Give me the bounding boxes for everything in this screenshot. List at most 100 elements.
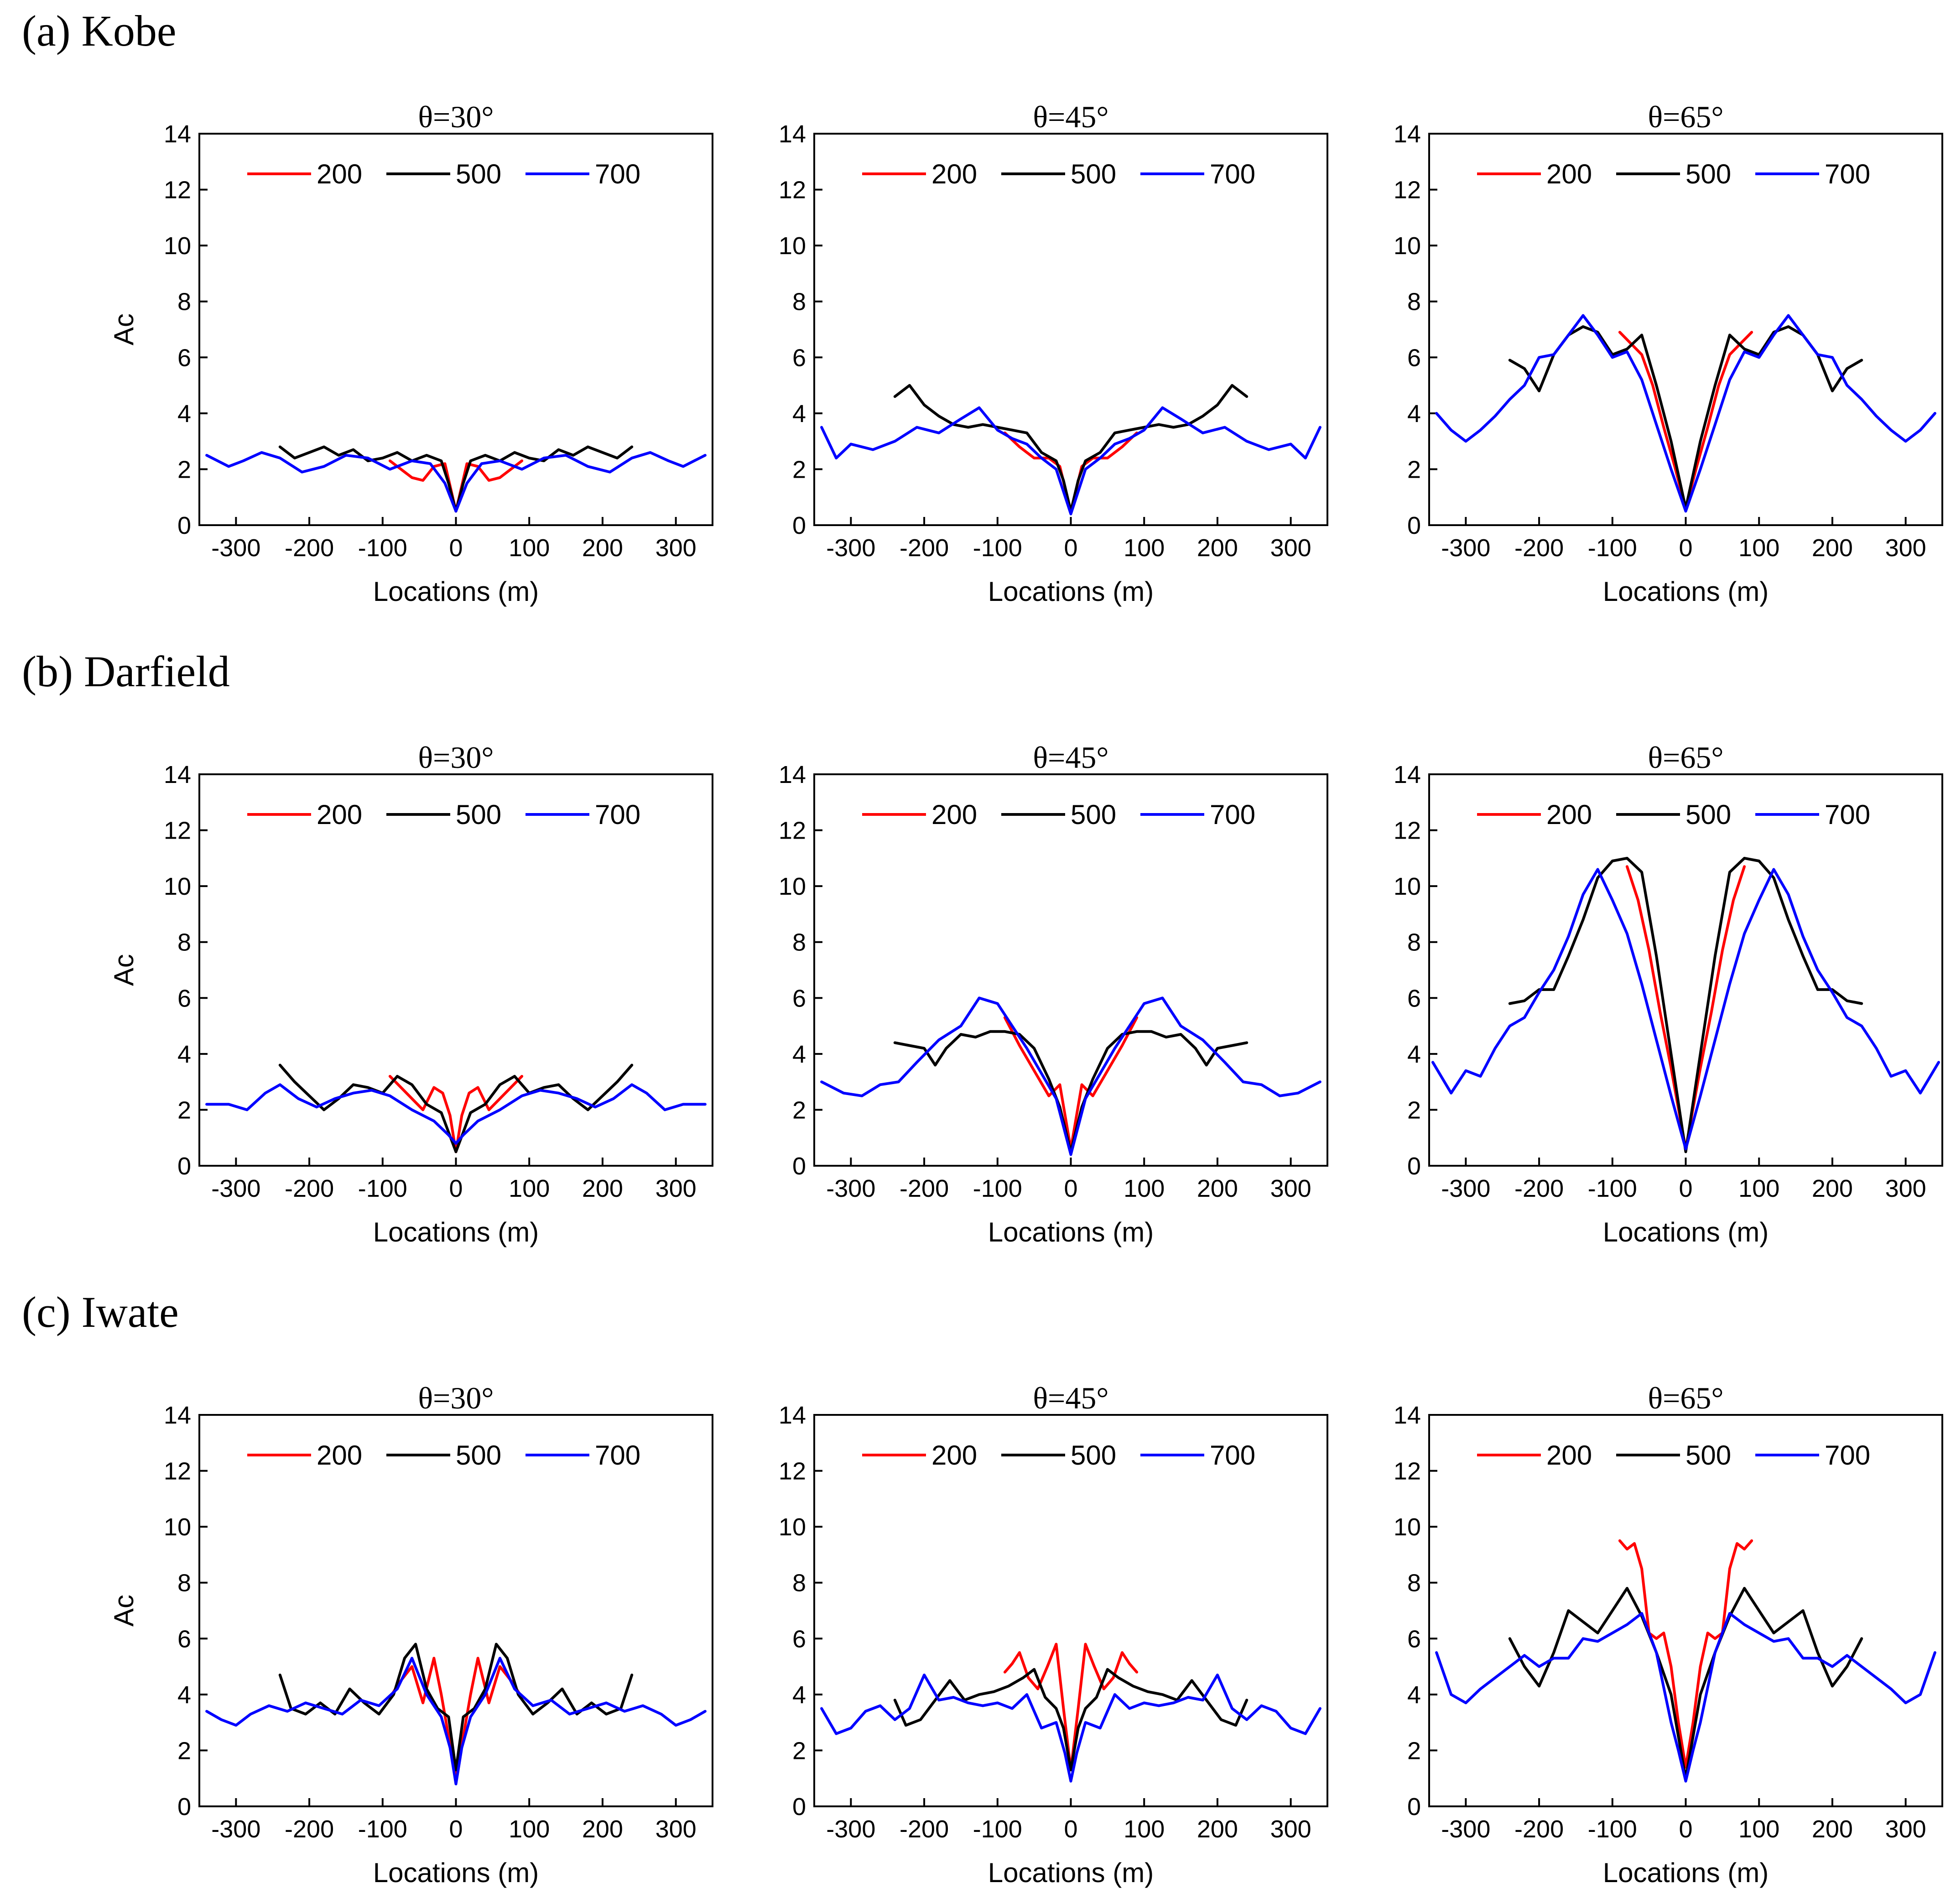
legend-label: 500 xyxy=(1071,159,1116,189)
x-tick-label: -200 xyxy=(1514,534,1564,562)
y-tick-label: 6 xyxy=(1407,985,1421,1012)
y-tick-label: 12 xyxy=(1394,1458,1421,1485)
subplot-title: θ=30° xyxy=(418,99,494,134)
x-tick-label: 200 xyxy=(1812,534,1853,562)
x-tick-label: 100 xyxy=(1124,534,1165,562)
y-tick-label: 10 xyxy=(779,873,806,900)
y-tick-label: 8 xyxy=(792,1570,806,1597)
x-tick-label: 0 xyxy=(449,534,463,562)
x-axis-label: Locations (m) xyxy=(988,576,1154,607)
legend-label: 700 xyxy=(1825,1440,1870,1471)
series-line-200 xyxy=(1618,331,1753,510)
x-tick-label: -300 xyxy=(1441,1175,1490,1202)
y-tick-label: 2 xyxy=(1407,1096,1421,1124)
chart-panel: -300 -200 -100 0 100 200 300 0 2 4 6 8 10 12 14 Locatio… xyxy=(1394,99,1943,607)
y-tick-label: 2 xyxy=(792,1737,806,1764)
y-tick-label: 0 xyxy=(177,512,191,539)
chart-panel: -300 -200 -100 0 100 200 300 0 2 4 6 8 10 12 14 Locatio… xyxy=(1394,740,1943,1247)
legend-label: 200 xyxy=(931,799,977,830)
x-tick-label: 200 xyxy=(1197,1175,1238,1202)
subplot-title: θ=45° xyxy=(1033,740,1108,775)
legend-label: 200 xyxy=(931,159,977,189)
y-tick-label: 0 xyxy=(792,512,806,539)
x-tick-label: 100 xyxy=(509,1815,550,1843)
chart-panel: -300 -200 -100 0 100 200 300 0 2 4 6 8 10 12 14 Locatio… xyxy=(779,99,1328,607)
series-line-500 xyxy=(893,384,1249,513)
x-tick-label: 100 xyxy=(509,1175,550,1202)
y-tick-label: 10 xyxy=(779,232,806,260)
y-tick-label: 10 xyxy=(1394,232,1421,260)
series-line-700 xyxy=(820,996,1321,1156)
x-tick-label: -300 xyxy=(826,534,875,562)
x-tick-label: -100 xyxy=(1588,534,1637,562)
y-tick-label: 14 xyxy=(779,761,806,788)
series-line-500 xyxy=(893,1668,1249,1772)
series-line-700 xyxy=(1435,314,1936,513)
x-tick-label: -200 xyxy=(285,534,334,562)
series-line-500 xyxy=(1508,325,1863,510)
y-tick-label: 12 xyxy=(164,1458,191,1485)
legend-label: 700 xyxy=(1825,799,1870,830)
legend-label: 500 xyxy=(1685,1440,1731,1471)
y-tick-label: 14 xyxy=(779,1402,806,1429)
y-tick-label: 12 xyxy=(164,177,191,204)
y-tick-label: 6 xyxy=(792,985,806,1012)
x-tick-label: 200 xyxy=(582,1815,623,1843)
y-tick-label: 2 xyxy=(792,456,806,483)
x-tick-label: 300 xyxy=(655,1175,697,1202)
legend-label: 500 xyxy=(1071,1440,1116,1471)
plot-frame xyxy=(1428,133,1943,526)
series-line-200 xyxy=(388,1657,524,1777)
legend-label: 200 xyxy=(1546,1440,1592,1471)
series-line-200 xyxy=(388,1075,524,1153)
x-tick-label: 300 xyxy=(1270,534,1311,562)
y-tick-label: 14 xyxy=(1394,1402,1421,1429)
x-tick-label: 0 xyxy=(449,1815,463,1843)
y-tick-label: 6 xyxy=(792,344,806,371)
x-tick-label: 100 xyxy=(1124,1175,1165,1202)
y-tick-label: 12 xyxy=(1394,177,1421,204)
series-line-200 xyxy=(1625,865,1746,1151)
y-axis-label: Ac xyxy=(109,313,139,345)
series-line-500 xyxy=(278,1643,634,1772)
series-line-700 xyxy=(205,1657,707,1785)
x-axis-label: Locations (m) xyxy=(988,1217,1154,1247)
legend-label: 200 xyxy=(317,159,362,189)
y-tick-label: 8 xyxy=(177,288,191,316)
series-line-700 xyxy=(205,1083,707,1145)
x-tick-label: -200 xyxy=(1514,1815,1564,1843)
x-tick-label: -100 xyxy=(1588,1815,1637,1843)
legend-label: 200 xyxy=(317,1440,362,1471)
x-tick-label: -200 xyxy=(285,1175,334,1202)
subplot-title: θ=45° xyxy=(1033,99,1108,134)
series-line-500 xyxy=(278,1064,634,1153)
y-tick-label: 10 xyxy=(1394,873,1421,900)
y-axis-label: Ac xyxy=(109,1595,139,1627)
legend-label: 500 xyxy=(456,1440,501,1471)
panel-group-label: (a) Kobe xyxy=(22,6,176,55)
x-tick-label: 0 xyxy=(1064,1815,1077,1843)
legend-label: 500 xyxy=(456,799,501,830)
y-tick-label: 14 xyxy=(164,1402,191,1429)
y-tick-label: 12 xyxy=(779,1458,806,1485)
plot-frame xyxy=(198,1414,713,1807)
legend-label: 500 xyxy=(1071,799,1116,830)
legend-label: 500 xyxy=(1685,799,1731,830)
x-tick-label: 300 xyxy=(1270,1815,1311,1843)
plot-frame xyxy=(1428,1414,1943,1807)
legend-label: 200 xyxy=(931,1440,977,1471)
series-line-200 xyxy=(1003,1643,1139,1772)
y-tick-label: 6 xyxy=(1407,1625,1421,1653)
x-tick-label: 200 xyxy=(1197,534,1238,562)
y-tick-label: 4 xyxy=(792,400,806,428)
y-tick-label: 4 xyxy=(177,1681,191,1709)
x-tick-label: 0 xyxy=(1679,1175,1692,1202)
panel-group-label: (c) Iwate xyxy=(22,1288,179,1336)
x-tick-label: 0 xyxy=(1679,534,1692,562)
chart-panel: -300 -200 -100 0 100 200 300 0 2 4 6 8 10 12 14 Locatio… xyxy=(1394,1381,1943,1888)
subplot-title: θ=65° xyxy=(1648,740,1723,775)
y-tick-label: 12 xyxy=(779,177,806,204)
y-tick-label: 4 xyxy=(1407,1681,1421,1709)
chart-panel: (c) Iwate -300 -200 -100 0 100 200 300 0 2 4 6 8 10 12… xyxy=(22,1288,713,1888)
